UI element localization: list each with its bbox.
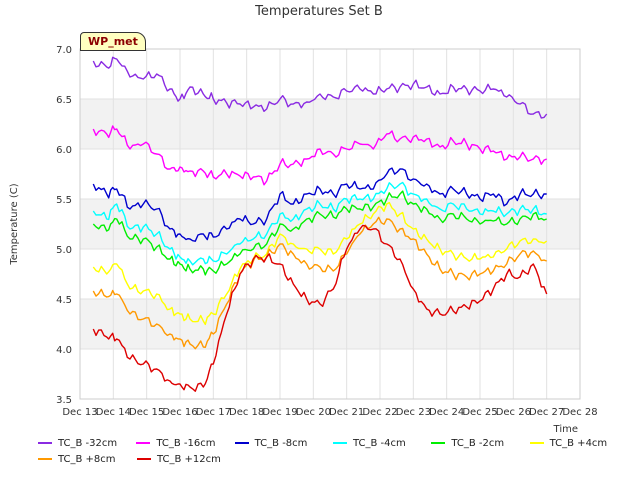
plot-band [80,49,580,99]
legend-label: TC_B -4cm [352,437,406,449]
x-tick-label: Dec 14 [96,407,131,418]
legend-swatch [529,442,544,444]
series-line-tc-b-4cm [92,181,547,266]
x-tick-label: Dec 18 [229,407,264,418]
y-tick-labels: 3.5 4.0 4.5 5.0 5.5 6.0 6.5 7.0 [56,45,72,406]
legend-item: TC_B -32cm [38,438,136,449]
x-tick-label: Dec 24 [429,407,464,418]
legend-swatch [234,442,249,444]
x-tick-label: Dec 26 [496,407,531,418]
x-tick-label: Dec 25 [462,407,497,418]
x-tick-label: Dec 17 [196,407,231,418]
x-axis-title: Time [553,424,578,435]
legend-label: TC_B +12cm [157,453,221,465]
x-tick-label: Dec 28 [562,407,597,418]
legend-item: TC_B -16cm [136,438,234,449]
legend-item: TC_B +8cm [38,454,137,465]
series-line-tc-b-2cm [92,190,547,276]
legend-swatch [332,442,347,444]
plot-band [80,299,580,349]
y-tick-label: 6.0 [56,145,72,156]
legend-label: TC_B +8cm [58,453,116,465]
legend-swatch [431,442,446,444]
legend-label: TC_B -32cm [58,437,118,449]
legend-label: TC_B -8cm [254,437,308,449]
legend-label: TC_B -16cm [156,437,216,449]
series-line-tc-b-8cm [92,167,547,242]
legend-swatch [38,458,52,460]
series-lines [92,56,548,392]
legend-swatch [38,442,52,444]
legend-item: TC_B -4cm [332,437,431,449]
legend-row: TC_B -32cm TC_B -16cm TC_B -8cm TC_B -4cm TC… [38,435,628,451]
x-tick-label: Dec 21 [329,407,364,418]
legend-label: TC_B -2cm [451,437,505,449]
series-line-tc-b-12cm [92,224,548,392]
legend-item: TC_B +4cm [529,437,628,449]
x-tick-label: Dec 22 [362,407,397,418]
x-tick-label: Dec 13 [62,407,97,418]
y-tick-label: 4.0 [56,345,72,356]
legend-item: TC_B -8cm [234,437,333,449]
legend-item: TC_B -2cm [431,438,529,449]
x-tick-label: Dec 19 [262,407,297,418]
y-tick-label: 7.0 [56,45,72,56]
plot-frame [79,48,581,400]
x-tick-label: Dec 20 [296,407,331,418]
series-line-tc-b-32cm [92,56,548,119]
chart-title: Temperatures Set B [254,4,383,19]
x-tick-label: Dec 27 [529,407,564,418]
legend-swatch [136,442,151,444]
plot-band [80,199,580,249]
series-line-tc-b-16cm [92,125,547,186]
y-tick-label: 6.5 [56,95,72,106]
y-tick-label: 3.5 [56,395,72,406]
y-axis-title: Temperature (C) [9,183,20,265]
site-label-badge: WP_met [80,32,146,51]
y-tick-label: 5.5 [56,195,72,206]
x-tick-label: Dec 16 [162,407,197,418]
legend-item: TC_B +12cm [137,454,236,465]
legend-row: TC_B +8cm TC_B +12cm [38,451,628,467]
legend-swatch [137,458,151,460]
y-tick-label: 4.5 [56,295,72,306]
series-line-tc-b-4cm [92,201,548,326]
x-tick-label: Dec 15 [129,407,164,418]
plot-band [80,99,580,149]
legend-label: TC_B +4cm [549,437,608,449]
x-tick-label: Dec 23 [396,407,431,418]
chart-legend: TC_B -32cm TC_B -16cm TC_B -8cm TC_B -4cm TC… [38,435,628,467]
series-line-tc-b-8cm [92,216,547,350]
plot-band [80,349,580,399]
y-tick-label: 5.0 [56,245,72,256]
